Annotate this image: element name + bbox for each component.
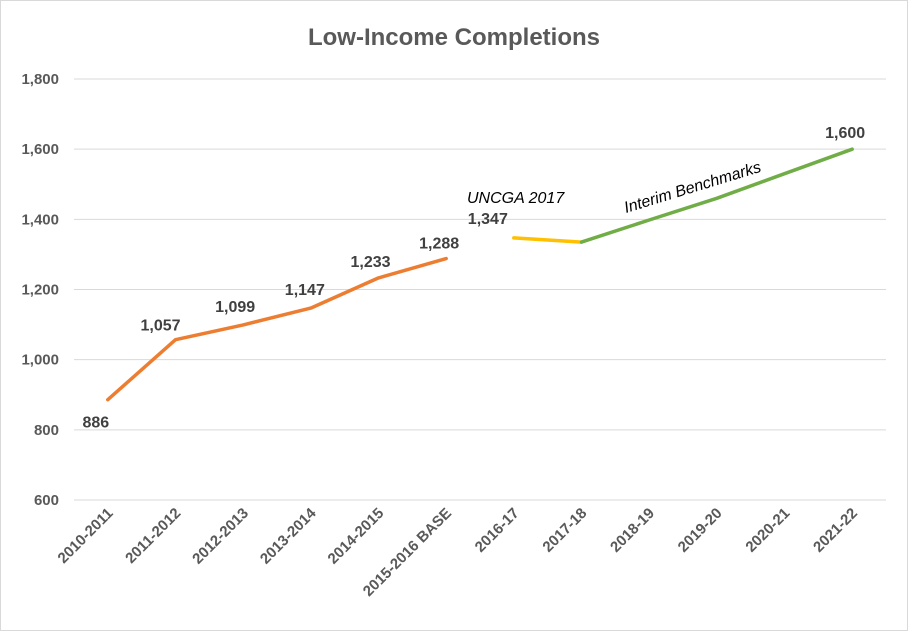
- x-tick-label: 2011-2012: [122, 505, 184, 567]
- x-tick-label: 2016-17: [472, 505, 523, 556]
- x-tick-label: 2017-18: [539, 505, 590, 556]
- x-tick-label: 2018-19: [607, 505, 658, 556]
- x-tick-label: 2014-2015: [325, 505, 388, 568]
- x-tick-label: 2010-2011: [55, 505, 117, 567]
- x-tick-label: 2012-2013: [189, 505, 252, 568]
- y-tick-label: 600: [34, 492, 59, 509]
- y-tick-label: 1,800: [21, 71, 59, 88]
- y-axis-ticks: 600 800 1,000 1,200 1,400 1,600 1,800: [21, 71, 59, 509]
- data-label: 1,099: [215, 299, 255, 316]
- data-label: 1,233: [350, 254, 390, 271]
- y-tick-label: 1,400: [21, 211, 59, 228]
- series-line-2: [512, 236, 584, 244]
- series-line-3: [579, 147, 854, 244]
- annotation-uncga-2017: UNCGA 2017: [467, 190, 565, 207]
- data-label: 1,347: [468, 211, 508, 228]
- data-label: 1,147: [285, 282, 325, 299]
- x-tick-label: 2019-20: [675, 505, 726, 556]
- y-tick-label: 1,600: [21, 141, 59, 158]
- data-label: 886: [82, 415, 109, 432]
- x-axis-ticks: 2010-2011 2011-2012 2012-2013 2013-2014 2014…: [55, 504, 861, 600]
- gridlines: [74, 78, 886, 501]
- series-line-1: [106, 256, 448, 402]
- x-tick-label: 2013-2014: [257, 504, 320, 567]
- x-tick-label: 2021-22: [810, 505, 861, 556]
- x-tick-label: 2020-21: [742, 505, 793, 556]
- data-labels: 886 1,057 1,099 1,147 1,233 1,288 1,347 1,600: [82, 125, 865, 431]
- data-label: 1,057: [140, 318, 180, 335]
- y-tick-label: 800: [34, 422, 59, 439]
- y-tick-label: 1,000: [21, 352, 59, 369]
- series-lines: [106, 147, 854, 402]
- chart-title: Low-Income Completions: [308, 24, 600, 51]
- data-label: 1,600: [825, 125, 865, 142]
- data-label: 1,288: [419, 236, 459, 253]
- y-tick-label: 1,200: [21, 282, 59, 299]
